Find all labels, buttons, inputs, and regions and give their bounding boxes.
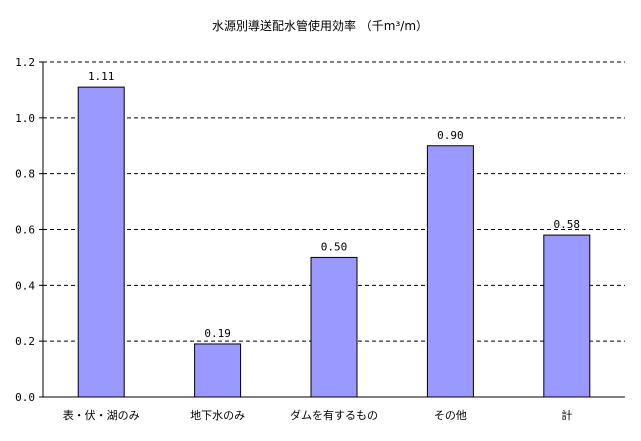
data-label: 0.58 [554,218,581,231]
data-label: 0.90 [437,129,464,142]
data-label: 1.11 [88,70,115,83]
bar [194,343,242,398]
bars [77,86,591,398]
x-category-label: 計 [561,408,572,422]
y-tick-label: 0.0 [15,391,35,404]
axes [39,61,625,398]
y-tick-label: 0.4 [15,279,35,292]
data-labels: 1.11 0.19 0.50 0.90 0.58 [88,70,580,340]
bar [426,145,474,398]
bar [310,256,358,398]
x-category-label: ダムを有するもの [290,408,378,422]
bar [77,86,125,398]
data-label: 0.50 [321,240,348,253]
y-tick-labels: 0.0 0.2 0.4 0.6 0.8 1.0 1.2 [15,56,35,404]
data-label: 0.19 [204,327,231,340]
y-tick-label: 1.2 [15,56,35,69]
x-category-label: 地下水のみ [190,409,245,422]
y-tick-label: 0.6 [15,224,35,237]
chart-title: 水源別導送配水管使用効率 （千m³/m） [212,18,428,33]
x-category-labels: 表・伏・湖のみ 地下水のみ ダムを有するもの その他 計 [63,408,573,422]
x-category-label: その他 [434,409,467,422]
y-tick-label: 0.8 [15,168,35,181]
y-tick-label: 0.2 [15,335,35,348]
bar [543,234,591,398]
y-tick-label: 1.0 [15,112,35,125]
x-category-label: 表・伏・湖のみ [63,408,140,422]
